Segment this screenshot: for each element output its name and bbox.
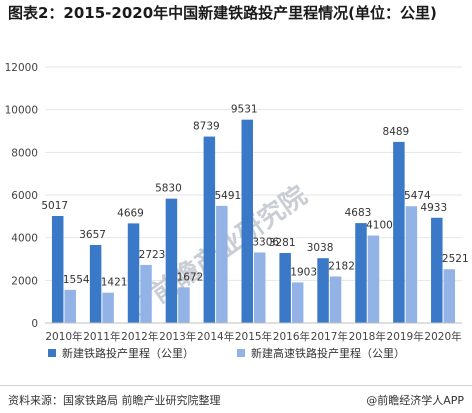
data-label-series2: 2182 <box>328 260 355 272</box>
data-label-series2: 5491 <box>214 190 241 202</box>
bar-series1 <box>165 198 178 323</box>
x-tick-label: 2017年 <box>311 330 348 343</box>
data-label-series1: 9531 <box>231 104 258 116</box>
data-label-series2: 1903 <box>290 266 317 278</box>
footer: 资料来源：国家铁路局 前瞻产业研究院整理 @前瞻经济学人APP <box>0 385 472 413</box>
data-label-series1: 5017 <box>41 200 68 212</box>
x-tick-label: 2020年 <box>424 330 461 343</box>
bar-series1 <box>355 223 367 323</box>
x-tick-label: 2018年 <box>349 330 386 343</box>
legend-swatch-series1 <box>48 349 56 357</box>
chart-title: 图表2：2015-2020年中国新建铁路投产里程情况(单位：公里) <box>8 4 437 22</box>
bar-series2 <box>254 252 266 323</box>
bar-series1 <box>279 253 291 323</box>
bar-series2 <box>367 235 380 323</box>
data-label-series1: 5830 <box>155 183 182 195</box>
bar-series2 <box>216 205 228 323</box>
data-label-series1: 3657 <box>79 229 106 241</box>
bar-series1 <box>241 119 253 323</box>
data-label-series1: 4683 <box>345 207 372 219</box>
bar-chart: 前瞻产业研究院 50171554365714214669272358301672… <box>5 62 469 360</box>
data-label-series1: 8489 <box>383 126 410 138</box>
y-tick-label: 2000 <box>11 275 38 287</box>
y-tick-label: 8000 <box>11 147 38 159</box>
data-label-series1: 3038 <box>307 242 334 254</box>
bar-series2 <box>140 264 152 323</box>
bar-series1 <box>317 258 329 323</box>
x-tick-label: 2012年 <box>121 330 158 343</box>
grid-lines <box>45 66 462 281</box>
brand-credit: @前瞻经济学人APP <box>366 394 464 407</box>
data-label-series1: 3281 <box>269 237 296 249</box>
bar-series2 <box>291 282 304 323</box>
bar-series2 <box>443 269 456 323</box>
bar-series1 <box>127 223 140 323</box>
x-tick-label: 2015年 <box>235 330 272 343</box>
data-label-series2: 5474 <box>404 190 431 202</box>
data-labels: 5017 1554 3657 1421 4669 2723 5830 1672 8739 5491… <box>41 104 468 289</box>
bar-series2 <box>178 287 190 323</box>
data-label-series2: 3306 <box>252 236 279 248</box>
source-note: 资料来源：国家铁路局 前瞻产业研究院整理 <box>8 394 221 407</box>
x-tick-label: 2010年 <box>45 330 82 343</box>
bar-series2 <box>405 206 418 323</box>
y-tick-label: 4000 <box>11 233 38 245</box>
data-label-series1: 4669 <box>117 207 144 219</box>
legend-label-series2: 新建高速铁路投产里程（公里） <box>251 346 405 360</box>
legend-label-series1: 新建铁路投产里程（公里） <box>62 346 194 360</box>
y-tick-label: 12000 <box>5 62 38 74</box>
data-label-series1: 8739 <box>193 121 220 133</box>
bar-series2 <box>102 292 114 323</box>
x-tick-label: 2013年 <box>159 330 196 343</box>
legend: 新建铁路投产里程（公里） 新建高速铁路投产里程（公里） <box>48 346 405 360</box>
bars <box>51 119 456 323</box>
x-tick-label: 2019年 <box>387 330 424 343</box>
data-label-series2: 4100 <box>366 220 393 232</box>
bar-series1 <box>393 141 405 323</box>
x-tick-label: 2014年 <box>197 330 234 343</box>
bar-series1 <box>431 217 443 323</box>
bar-series2 <box>64 289 76 323</box>
data-label-series1: 4933 <box>420 202 447 214</box>
legend-swatch-series2 <box>237 349 245 357</box>
data-label-series2: 2723 <box>139 249 166 261</box>
data-label-series2: 1672 <box>177 271 204 283</box>
x-tick-label: 2016年 <box>273 330 310 343</box>
data-label-series2: 1421 <box>101 277 128 289</box>
bar-series2 <box>329 276 342 323</box>
x-tick-label: 2011年 <box>83 330 120 343</box>
y-tick-label: 6000 <box>11 190 38 202</box>
data-label-series2: 2521 <box>442 253 469 265</box>
y-tick-label: 10000 <box>5 105 38 117</box>
bar-series1 <box>203 136 216 323</box>
bar-series1 <box>89 244 102 323</box>
data-label-series2: 1554 <box>63 274 90 286</box>
bar-series1 <box>51 215 64 323</box>
y-tick-label: 0 <box>31 318 38 330</box>
